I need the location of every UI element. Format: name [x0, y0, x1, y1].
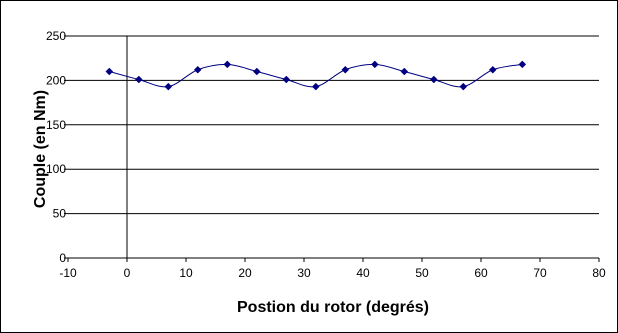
- y-tick-label: 250: [46, 29, 66, 43]
- series-layer: [105, 60, 527, 91]
- data-point: [164, 82, 173, 91]
- gridlines: [68, 35, 599, 215]
- data-point: [488, 65, 497, 74]
- x-tick-label: 50: [415, 266, 429, 280]
- data-point: [518, 60, 527, 69]
- x-tick-label: 10: [179, 266, 193, 280]
- data-point: [223, 60, 232, 69]
- data-point: [429, 75, 438, 84]
- axes: [64, 35, 600, 262]
- data-point: [252, 67, 261, 76]
- x-tick-label: 70: [533, 266, 547, 280]
- x-axis-title: Postion du rotor (degrés): [237, 299, 429, 316]
- data-point: [105, 67, 114, 76]
- data-point: [370, 60, 379, 69]
- y-axis-title: Couple (en Nm): [32, 90, 49, 208]
- x-tick-label: 60: [474, 266, 488, 280]
- x-tick-label: 30: [297, 266, 311, 280]
- x-tick-label: 0: [124, 266, 131, 280]
- y-tick-label: 100: [46, 162, 66, 176]
- y-tick-label: 50: [53, 207, 67, 221]
- x-tick-label: 40: [356, 266, 370, 280]
- y-tick-label: 200: [46, 73, 66, 87]
- data-point: [193, 65, 202, 74]
- x-tick-label: 20: [238, 266, 252, 280]
- data-point: [311, 82, 320, 91]
- data-point: [134, 75, 143, 84]
- data-point: [400, 67, 409, 76]
- y-tick-label: 150: [46, 118, 66, 132]
- y-tick-label: 0: [59, 251, 66, 265]
- data-point: [459, 82, 468, 91]
- data-point: [341, 65, 350, 74]
- data-point: [282, 75, 291, 84]
- x-tick-label: 80: [592, 266, 606, 280]
- x-tick-label: -10: [59, 266, 77, 280]
